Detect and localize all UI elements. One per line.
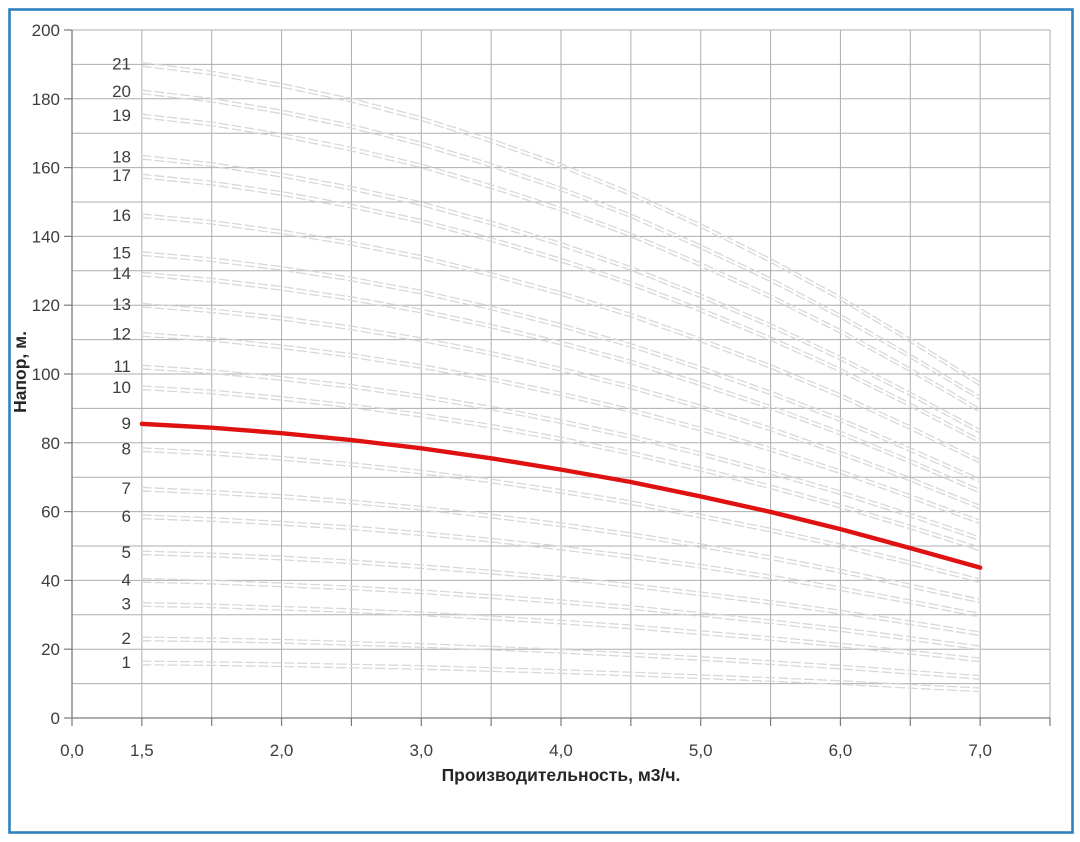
curve-21 <box>141 65 981 387</box>
curve-label-21: 21 <box>112 54 131 73</box>
y-tick-label: 80 <box>41 434 60 453</box>
curve-3 <box>141 602 981 659</box>
curve-label-19: 19 <box>112 106 131 125</box>
curve-1 <box>141 660 981 689</box>
x-tick-label: 5,0 <box>689 741 713 760</box>
curve-12 <box>141 331 981 521</box>
curve-label-3: 3 <box>122 594 131 613</box>
curve-7 <box>141 490 981 604</box>
curve-10 <box>141 388 981 552</box>
curve-label-1: 1 <box>122 653 131 672</box>
curve-15 <box>141 254 981 484</box>
curve-label-17: 17 <box>112 166 131 185</box>
curve-7 <box>141 486 981 600</box>
curve-label-12: 12 <box>112 324 131 343</box>
x-tick-label: 3,0 <box>409 741 433 760</box>
curve-4 <box>141 577 981 647</box>
curve-label-15: 15 <box>112 244 131 263</box>
curve-13 <box>141 306 981 510</box>
curve-2 <box>141 636 981 677</box>
curve-label-9: 9 <box>122 414 131 433</box>
curve-label-6: 6 <box>122 507 131 526</box>
curve-label-5: 5 <box>122 543 131 562</box>
curve-5 <box>141 554 981 637</box>
curve-label-18: 18 <box>112 147 131 166</box>
curve-label-2: 2 <box>122 629 131 648</box>
curve-label-16: 16 <box>112 206 131 225</box>
curve-14 <box>141 271 981 491</box>
x-tick-label: 4,0 <box>549 741 573 760</box>
curve-label-20: 20 <box>112 82 131 101</box>
x-tick-label: 6,0 <box>829 741 853 760</box>
y-tick-label: 160 <box>32 159 60 178</box>
y-tick-label: 60 <box>41 503 60 522</box>
y-tick-label: 120 <box>32 296 60 315</box>
curve-13 <box>141 302 981 506</box>
curve-6 <box>141 517 981 618</box>
curve-12 <box>141 335 981 525</box>
curve-label-7: 7 <box>122 479 131 498</box>
curve-8 <box>141 450 981 584</box>
y-tick-label: 100 <box>32 365 60 384</box>
curve-17 <box>141 177 981 444</box>
y-tick-label: 140 <box>32 227 60 246</box>
y-tick-label: 200 <box>32 21 60 40</box>
curve-2 <box>141 640 981 680</box>
curve-20 <box>141 93 981 401</box>
y-tick-label: 0 <box>51 709 60 728</box>
curve-19 <box>141 117 981 413</box>
gridlines <box>72 29 1051 718</box>
curve-19 <box>141 113 981 410</box>
curve-11 <box>141 364 981 538</box>
curve-4 <box>141 581 981 651</box>
axes <box>64 29 1051 726</box>
y-tick-label: 40 <box>41 571 60 590</box>
curve-5 <box>141 550 981 633</box>
curve-6 <box>141 514 981 614</box>
tick-labels: 0,0 1,5 2,0 3,0 4,0 5,0 6,0 7,00204060801001201… <box>32 21 992 760</box>
curve-17 <box>141 173 981 440</box>
curve-9-highlighted <box>139 421 983 570</box>
curve-20 <box>141 89 981 397</box>
curve-14 <box>141 275 981 494</box>
curve-label-4: 4 <box>122 570 131 589</box>
curve-label-10: 10 <box>112 378 131 397</box>
curve-label-11: 11 <box>113 357 131 376</box>
curve-3 <box>141 605 981 663</box>
curve-label-13: 13 <box>112 295 131 314</box>
curve-21 <box>141 61 981 383</box>
curve-8 <box>141 447 981 580</box>
curve-18 <box>141 154 981 431</box>
y-axis-title: Напор, м. <box>10 331 30 413</box>
curve-15 <box>141 251 981 480</box>
curve-label-14: 14 <box>112 264 131 283</box>
curves <box>139 61 983 693</box>
curve-11 <box>141 368 981 542</box>
y-tick-label: 20 <box>41 640 60 659</box>
curve-1 <box>141 664 981 693</box>
y-tick-label: 180 <box>32 90 60 109</box>
x-tick-label: 0,0 <box>60 741 84 760</box>
x-tick-label: 1,5 <box>130 741 154 760</box>
curve-10 <box>141 385 981 548</box>
curve-18 <box>141 158 981 434</box>
x-tick-label: 7,0 <box>968 741 992 760</box>
x-tick-label: 2,0 <box>270 741 294 760</box>
curve-label-8: 8 <box>122 440 131 459</box>
x-axis-title: Производительность, м3/ч. <box>442 765 681 785</box>
chart-frame-border <box>8 8 1074 834</box>
